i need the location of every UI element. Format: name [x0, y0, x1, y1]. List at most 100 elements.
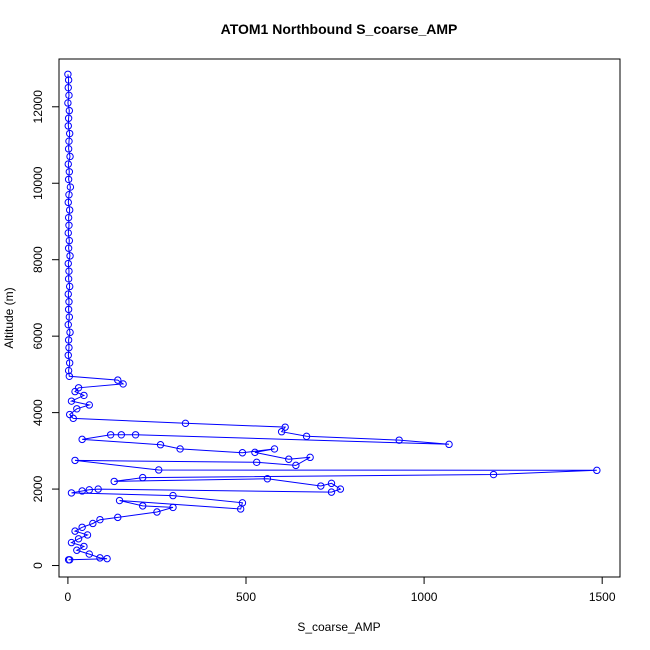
data-point: [65, 236, 74, 245]
data-point: [65, 129, 74, 138]
data-point: [64, 114, 73, 122]
data-point: [64, 290, 72, 298]
x-tick-label: 1500: [589, 590, 616, 604]
data-point: [114, 376, 122, 384]
data-point: [65, 106, 74, 115]
data-point: [66, 252, 74, 260]
data-point: [71, 527, 79, 535]
data-point: [270, 445, 279, 453]
data-point: [139, 502, 147, 510]
data-point: [66, 183, 75, 191]
data-point: [64, 275, 73, 283]
data-point: [78, 487, 86, 495]
data-point: [65, 343, 73, 352]
data-point: [181, 419, 190, 428]
data-point: [252, 458, 261, 467]
data-point: [85, 486, 93, 494]
data-point: [65, 137, 73, 145]
data-point: [64, 122, 72, 130]
data-point: [292, 461, 300, 470]
data-point: [64, 351, 72, 359]
data-point: [78, 523, 86, 532]
plot-frame: [58, 58, 621, 578]
data-point: [73, 546, 81, 554]
data-point: [67, 397, 76, 405]
data-point: [103, 554, 111, 563]
data-point: [277, 428, 286, 436]
x-tick-label: 1000: [411, 590, 438, 604]
data-point: [238, 449, 247, 457]
data-point: [306, 453, 314, 462]
data-point: [106, 431, 115, 439]
data-point: [445, 440, 453, 449]
data-point: [489, 470, 498, 479]
data-point: [73, 405, 81, 413]
data-point: [131, 431, 140, 439]
data-point: [395, 436, 403, 444]
data-point: [71, 387, 79, 396]
series-line: [67, 74, 597, 561]
data-point: [64, 145, 73, 153]
data-point: [64, 76, 73, 84]
data-point: [302, 432, 311, 441]
data-point: [65, 191, 73, 199]
data-point: [66, 152, 74, 161]
data-point: [169, 503, 177, 512]
data-series: [64, 70, 601, 564]
data-point: [593, 466, 601, 475]
y-tick-label: 2000: [31, 475, 45, 502]
data-point: [176, 445, 184, 453]
data-point: [64, 244, 73, 252]
data-point: [65, 91, 73, 100]
data-point: [117, 431, 126, 439]
y-tick-label: 12000: [31, 90, 45, 124]
data-point: [263, 475, 272, 483]
data-point: [236, 505, 245, 513]
data-point: [80, 391, 88, 400]
data-point: [65, 298, 73, 306]
data-point: [65, 168, 74, 176]
axis-ticks: 0 500 1000 1500 0 2000 4000 6000 8000 10000 12000: [31, 90, 616, 604]
data-point: [65, 206, 74, 214]
data-point: [96, 554, 104, 562]
data-point: [114, 513, 122, 522]
data-point: [139, 473, 147, 482]
data-point: [153, 508, 161, 516]
data-point: [83, 531, 92, 539]
data-point: [119, 380, 127, 388]
y-tick-label: 8000: [31, 246, 45, 273]
data-point: [96, 515, 104, 524]
data-point: [94, 485, 102, 493]
data-point: [64, 259, 72, 268]
data-point: [64, 213, 73, 222]
y-tick-label: 10000: [31, 166, 45, 200]
data-point: [85, 550, 93, 558]
x-axis-label: S_coarse_AMP: [297, 620, 380, 634]
data-point: [65, 267, 73, 275]
data-point: [110, 477, 118, 486]
data-point: [65, 313, 74, 321]
data-point: [89, 519, 97, 528]
y-tick-label: 6000: [31, 322, 45, 349]
data-point: [65, 282, 74, 291]
data-point: [64, 99, 72, 107]
data-point: [64, 320, 72, 329]
data-point: [64, 70, 72, 78]
data-point: [80, 542, 88, 551]
x-tick-label: 0: [65, 590, 72, 604]
data-point: [64, 229, 72, 237]
data-point: [317, 482, 325, 490]
data-point: [281, 423, 289, 431]
data-point: [64, 198, 72, 207]
data-point: [65, 221, 73, 229]
data-point: [327, 479, 336, 488]
data-point: [64, 336, 73, 344]
data-point: [66, 328, 74, 337]
data-point: [78, 435, 86, 444]
data-point: [67, 489, 76, 497]
data-point: [251, 448, 259, 457]
y-axis-label: Altitude (m): [2, 287, 16, 348]
data-point: [64, 83, 72, 92]
chart-title: ATOM1 Northbound S_coarse_AMP: [221, 21, 458, 37]
